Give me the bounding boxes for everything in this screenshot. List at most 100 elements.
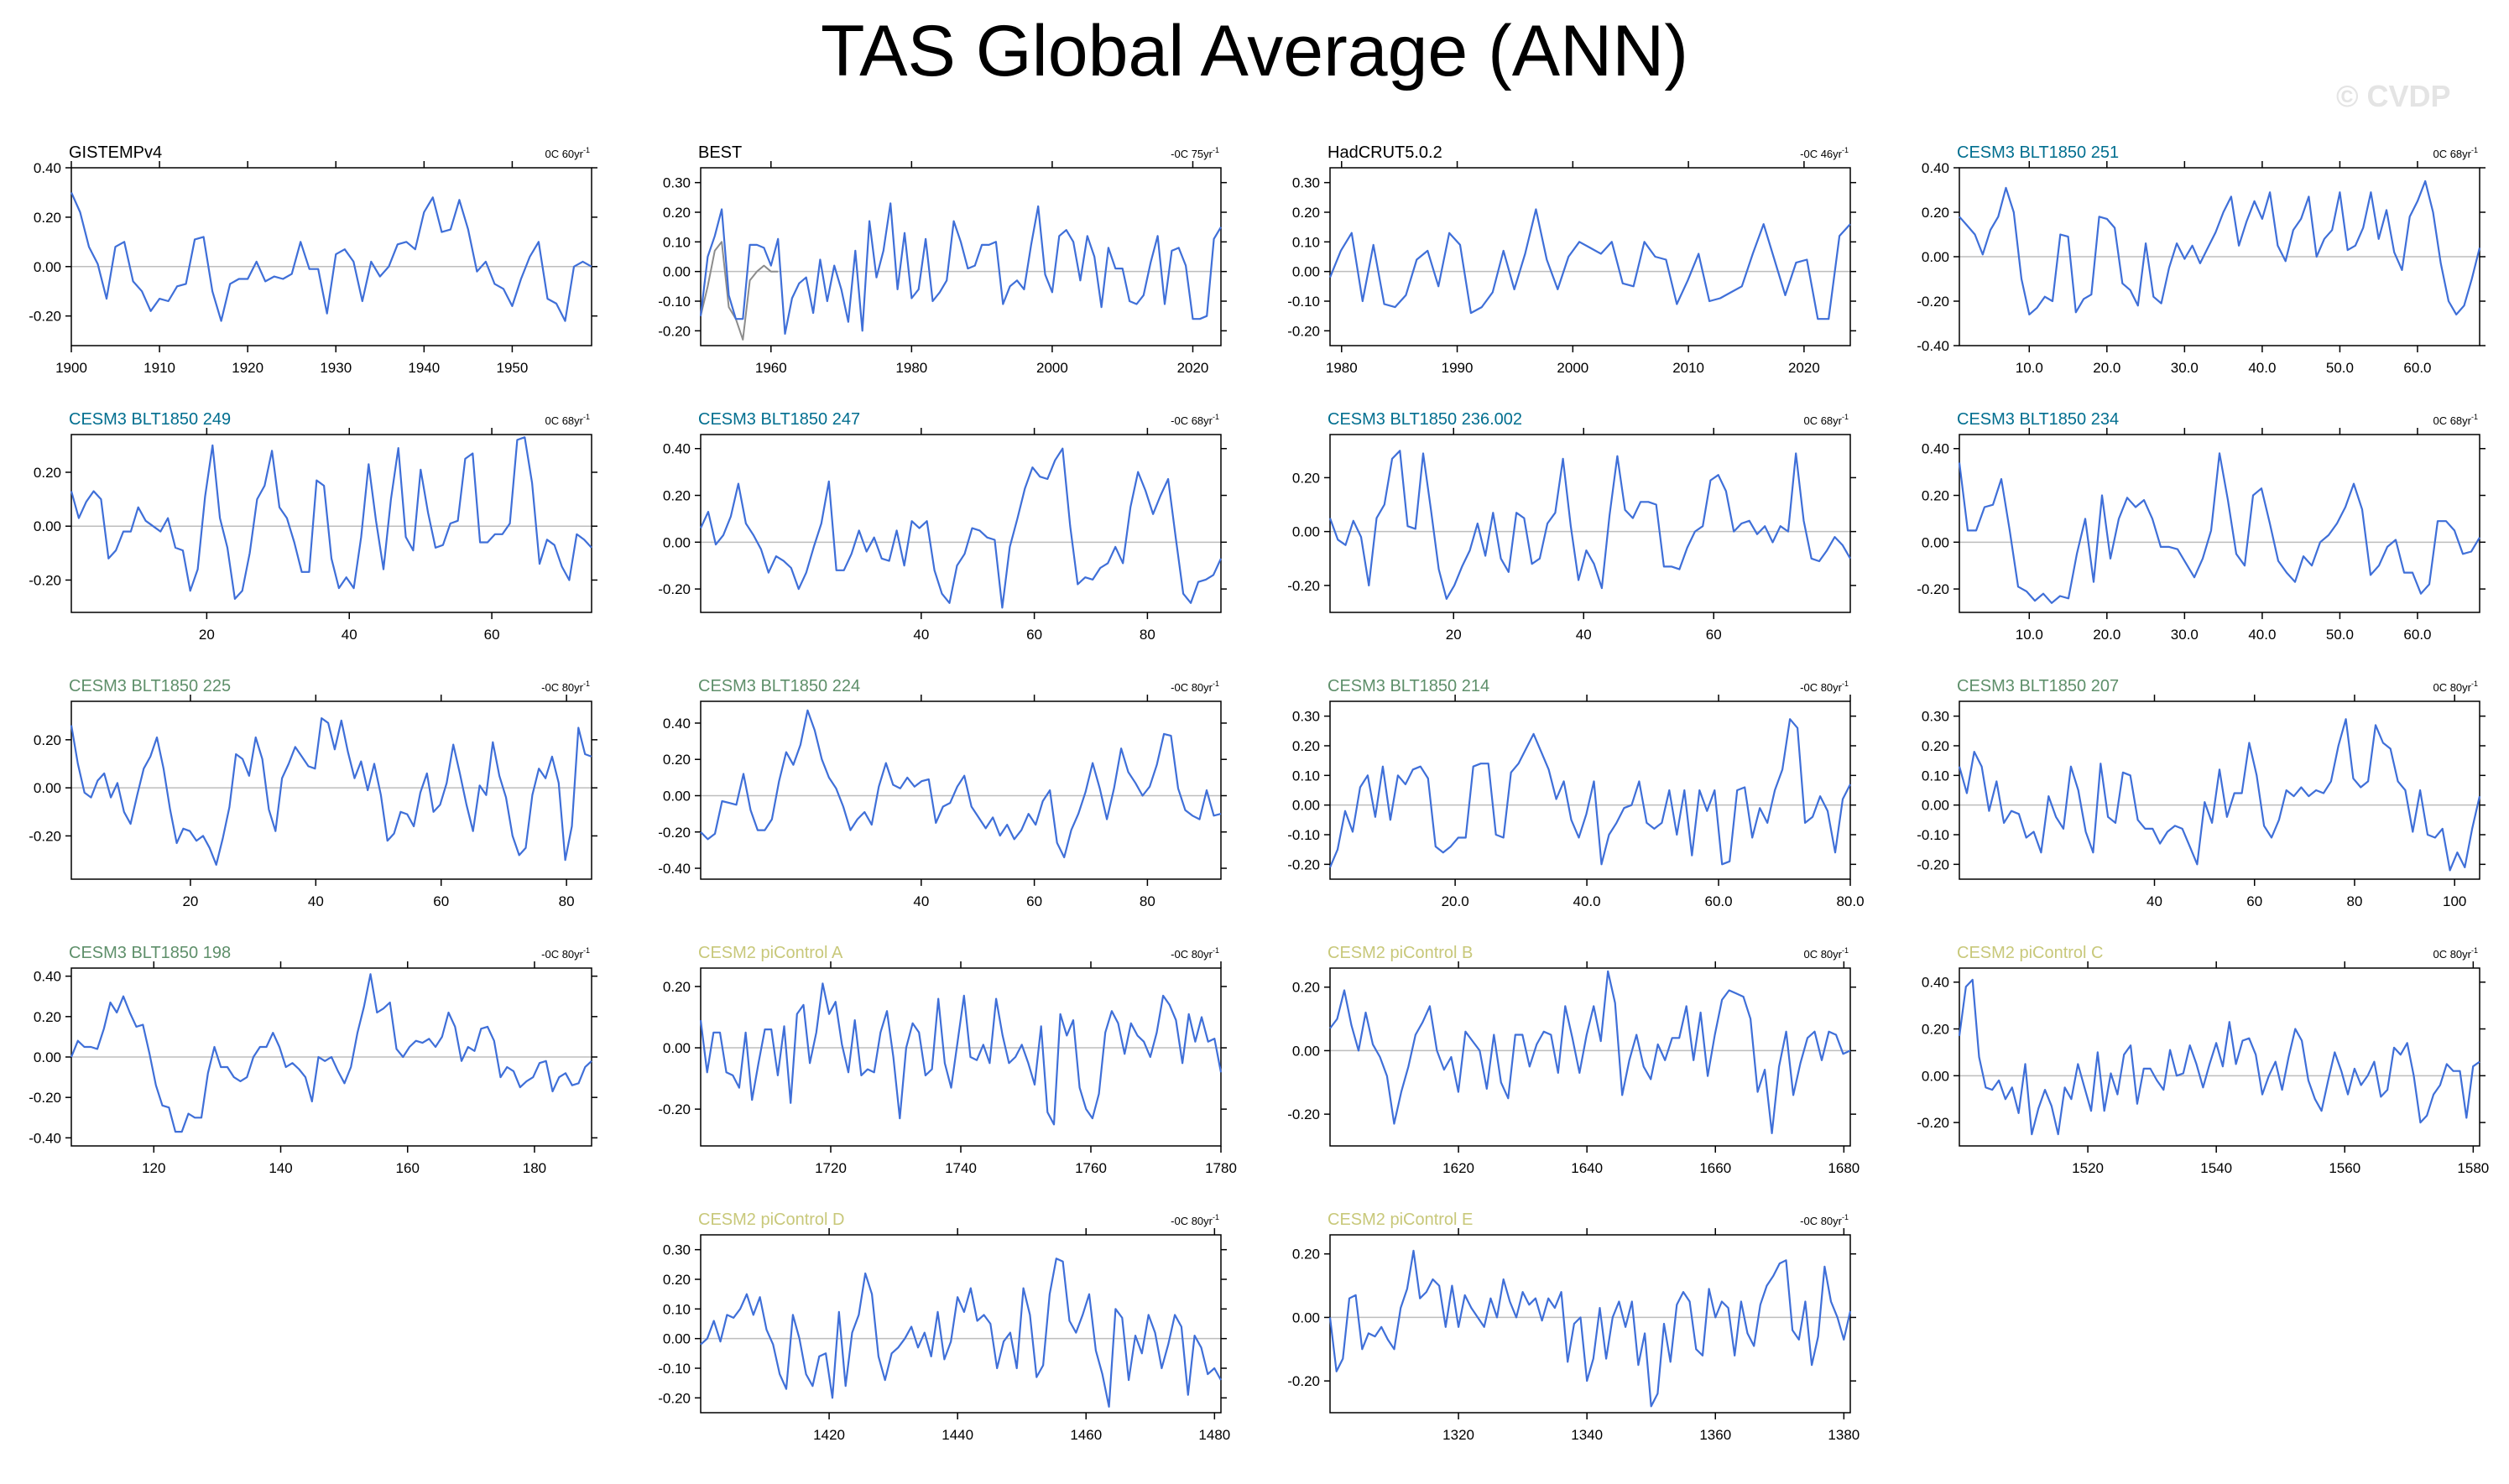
x-tick-label: 50.0 bbox=[2326, 627, 2354, 643]
y-tick-label: 0.20 bbox=[1922, 738, 1949, 754]
trend-exponent: -1 bbox=[1213, 680, 1219, 688]
chart-panel: CESM3 BLT1850 251 0C 68yr -1 -0.40 -0.20 0.00… bbox=[1917, 143, 2486, 376]
trend-exponent: -1 bbox=[1842, 146, 1849, 154]
x-tick-label: 1990 bbox=[1442, 360, 1474, 376]
x-tick-label: 50.0 bbox=[2326, 360, 2354, 376]
trend-exponent: -1 bbox=[1842, 946, 1849, 955]
series-line bbox=[1958, 452, 2480, 604]
x-tick-label: 40.0 bbox=[1573, 893, 1601, 909]
series-line bbox=[1328, 718, 1851, 868]
x-tick-label: 40.0 bbox=[2248, 360, 2276, 376]
series-line bbox=[700, 447, 1222, 609]
y-tick-label: 0.10 bbox=[663, 1301, 691, 1317]
x-tick-label: 1560 bbox=[2329, 1160, 2360, 1176]
y-tick-label: 0.40 bbox=[1922, 975, 1949, 991]
panel-title: CESM3 BLT1850 198 bbox=[69, 944, 231, 962]
trend-label: -0C 80yr bbox=[1800, 1215, 1843, 1227]
y-tick-label: -0.20 bbox=[29, 309, 61, 325]
x-tick-label: 40 bbox=[913, 627, 929, 643]
x-tick-label: 20.0 bbox=[1442, 893, 1469, 909]
y-tick-label: 0.30 bbox=[663, 175, 691, 191]
y-tick-label: -0.20 bbox=[1917, 294, 1949, 310]
chart-panel: GISTEMPv4 0C 60yr -1 -0.20 0.00 0.20 0.40 1900 1… bbox=[29, 143, 597, 376]
x-tick-label: 40 bbox=[308, 893, 324, 909]
x-tick-label: 1420 bbox=[813, 1427, 845, 1443]
y-tick-label: 0.20 bbox=[34, 465, 61, 481]
trend-exponent: -1 bbox=[583, 413, 590, 421]
x-tick-label: 20 bbox=[199, 627, 215, 643]
chart-panel: CESM3 BLT1850 207 0C 80yr -1 -0.20 -0.10 0.00… bbox=[1917, 677, 2486, 909]
y-tick-label: -0.10 bbox=[1287, 827, 1320, 843]
trend-label: -0C 80yr bbox=[1171, 948, 1213, 961]
x-tick-label: 1380 bbox=[1828, 1427, 1860, 1443]
y-tick-label: 0.30 bbox=[663, 1242, 691, 1258]
x-tick-label: 2020 bbox=[1177, 360, 1209, 376]
y-tick-label: 0.40 bbox=[663, 441, 691, 457]
x-tick-label: 100 bbox=[2443, 893, 2466, 909]
x-tick-label: 1760 bbox=[1075, 1160, 1107, 1176]
x-tick-label: 40 bbox=[1576, 627, 1592, 643]
chart-panel: BEST -0C 75yr -1 -0.20 -0.10 0.00 0.10 0.20 0.30… bbox=[658, 143, 1227, 376]
y-tick-label: 0.20 bbox=[663, 752, 691, 768]
series-line bbox=[699, 202, 1222, 335]
panel-title: CESM3 BLT1850 251 bbox=[1957, 143, 2119, 162]
panel-title: CESM2 piControl B bbox=[1328, 944, 1473, 962]
plot-frame bbox=[1329, 434, 1851, 613]
x-tick-label: 1740 bbox=[945, 1160, 977, 1176]
plot-frame bbox=[700, 700, 1222, 880]
x-tick-label: 140 bbox=[269, 1160, 292, 1176]
cvdp-watermark: © CVDP bbox=[2336, 79, 2451, 113]
y-tick-label: 0.00 bbox=[663, 788, 691, 804]
trend-exponent: -1 bbox=[1213, 413, 1219, 421]
series-line bbox=[1958, 978, 2480, 1136]
chart-panel: CESM3 BLT1850 234 0C 68yr -1 -0.20 0.00 0.20 0… bbox=[1917, 410, 2486, 643]
panel-title: CESM3 BLT1850 224 bbox=[698, 677, 860, 695]
chart-panel: CESM3 BLT1850 225 -0C 80yr -1 -0.20 0.00 0.20… bbox=[29, 677, 597, 909]
plot-frame bbox=[700, 167, 1222, 346]
y-tick-label: -0.20 bbox=[1287, 578, 1320, 594]
trend-exponent: -1 bbox=[1842, 413, 1849, 421]
y-tick-label: 0.00 bbox=[1922, 1068, 1949, 1084]
x-tick-label: 1950 bbox=[497, 360, 529, 376]
y-tick-label: -0.20 bbox=[29, 1090, 61, 1106]
panel-title: CESM2 piControl D bbox=[698, 1211, 845, 1229]
plot-frame bbox=[700, 434, 1222, 613]
trend-label: 0C 68yr bbox=[2433, 414, 2471, 427]
y-tick-label: 0.20 bbox=[1922, 205, 1949, 221]
x-tick-label: 1900 bbox=[55, 360, 87, 376]
x-tick-label: 2010 bbox=[1672, 360, 1704, 376]
y-tick-label: -0.20 bbox=[29, 828, 61, 844]
y-tick-label: 0.20 bbox=[1922, 1022, 1949, 1038]
y-tick-label: -0.10 bbox=[1287, 294, 1320, 310]
trend-exponent: -1 bbox=[2471, 680, 2478, 688]
series-line bbox=[70, 973, 592, 1133]
trend-label: -0C 68yr bbox=[1171, 414, 1213, 427]
plot-frame bbox=[1329, 700, 1851, 880]
y-tick-label: -0.20 bbox=[1287, 1373, 1320, 1389]
chart-panel: CESM3 BLT1850 249 0C 68yr -1 -0.20 0.00 0.20 2… bbox=[29, 410, 597, 643]
y-tick-label: 0.00 bbox=[663, 1331, 691, 1347]
x-tick-label: 80 bbox=[2347, 893, 2363, 909]
y-tick-label: -0.20 bbox=[1917, 857, 1949, 872]
y-tick-label: 0.20 bbox=[663, 1272, 691, 1288]
plot-frame bbox=[1329, 967, 1851, 1147]
panel-title: CESM2 piControl E bbox=[1328, 1211, 1473, 1229]
trend-label: -0C 80yr bbox=[1171, 1215, 1213, 1227]
y-tick-label: 0.10 bbox=[1292, 234, 1320, 250]
x-tick-label: 30.0 bbox=[2171, 360, 2199, 376]
y-tick-label: -0.20 bbox=[1917, 581, 1949, 597]
x-tick-label: 60.0 bbox=[2403, 360, 2431, 376]
trend-exponent: -1 bbox=[2471, 146, 2478, 154]
chart-panel: CESM3 BLT1850 214 -0C 80yr -1 -0.20 -0.10 0.0… bbox=[1287, 677, 1864, 909]
y-tick-label: 0.20 bbox=[34, 732, 61, 748]
y-tick-label: 0.00 bbox=[663, 1040, 691, 1056]
panel-title: GISTEMPv4 bbox=[69, 143, 162, 162]
x-tick-label: 1720 bbox=[815, 1160, 847, 1176]
chart-panel: CESM2 piControl B 0C 80yr -1 -0.20 0.00 0.20 1… bbox=[1287, 944, 1860, 1176]
series-line bbox=[700, 1257, 1222, 1408]
y-tick-label: 0.20 bbox=[1292, 470, 1320, 486]
y-tick-label: 0.00 bbox=[663, 264, 691, 280]
trend-exponent: -1 bbox=[1213, 146, 1219, 154]
x-tick-label: 1620 bbox=[1442, 1160, 1474, 1176]
y-tick-label: 0.00 bbox=[34, 259, 61, 275]
